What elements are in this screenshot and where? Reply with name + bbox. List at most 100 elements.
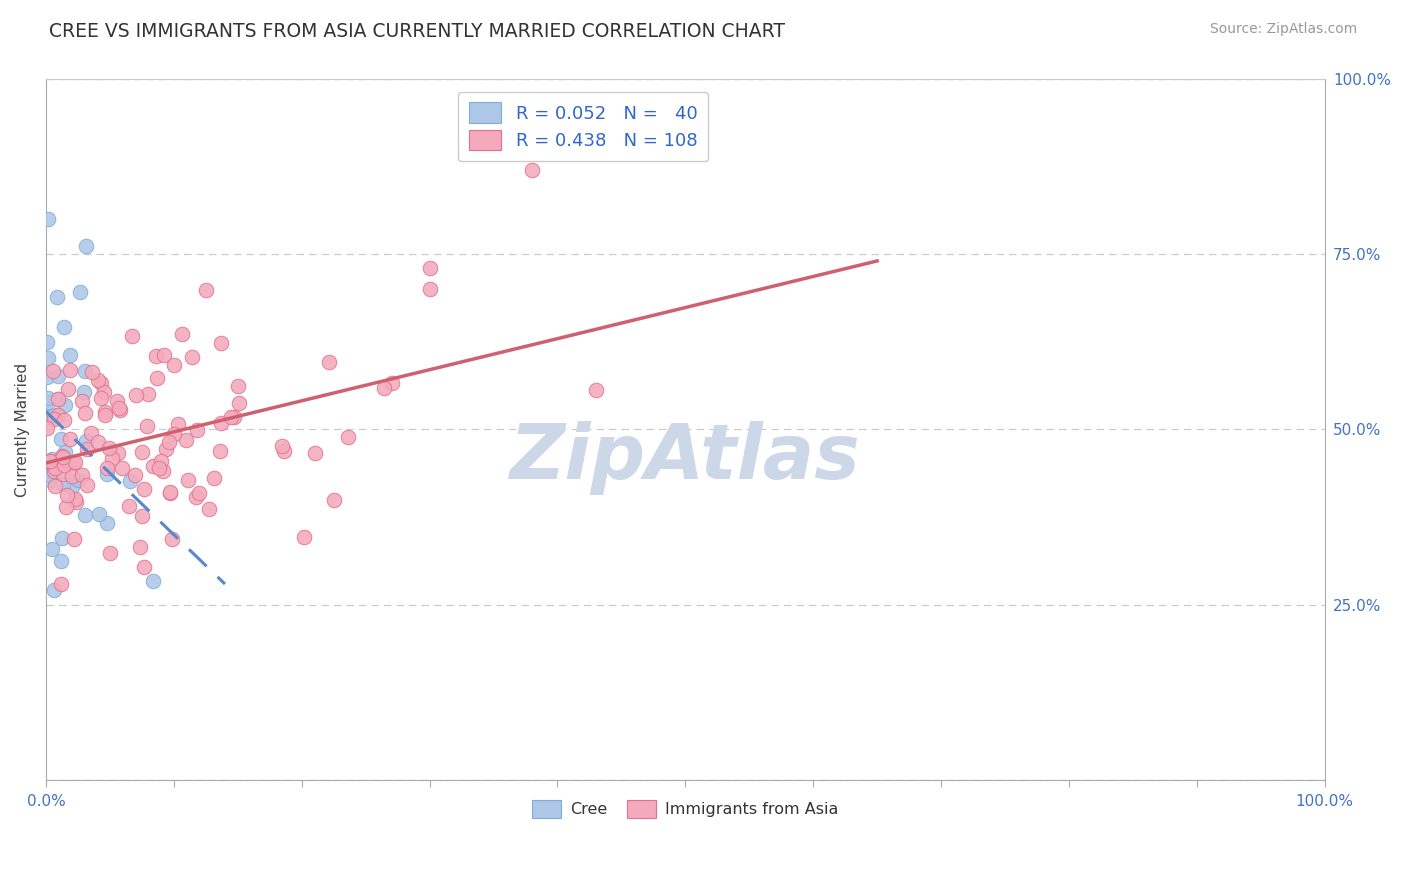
Y-axis label: Currently Married: Currently Married (15, 362, 30, 497)
Point (48, 392, 70, 407)
Point (520, 163, 543, 178)
Point (209, 416, 232, 430)
Point (142, 459, 165, 474)
Point (42, 408, 65, 422)
Point (163, 427, 186, 442)
Point (107, 446, 129, 460)
Point (124, 468, 146, 483)
Point (318, 354, 340, 368)
Point (381, 376, 404, 390)
Point (76, 478, 98, 492)
Point (52, 467, 75, 481)
Point (181, 350, 204, 364)
Point (373, 381, 395, 395)
Point (46, 408, 69, 422)
Point (166, 417, 188, 432)
Point (323, 493, 346, 508)
Point (46, 392, 69, 406)
Point (194, 283, 217, 297)
Point (111, 460, 134, 475)
Point (45, 290, 67, 304)
Point (131, 445, 153, 459)
Point (270, 439, 292, 453)
Point (155, 442, 177, 456)
Point (419, 261, 441, 276)
Point (226, 379, 249, 393)
Point (52, 455, 75, 469)
Point (87, 434, 110, 449)
Point (44, 478, 66, 492)
Point (209, 336, 232, 351)
Point (163, 359, 186, 373)
Point (49, 576, 72, 591)
Point (37, 420, 59, 434)
Text: CREE VS IMMIGRANTS FROM ASIA CURRENTLY MARRIED CORRELATION CHART: CREE VS IMMIGRANTS FROM ASIA CURRENTLY M… (49, 22, 785, 41)
Point (63, 532, 86, 546)
Point (51, 531, 73, 545)
Point (38, 454, 60, 468)
Point (51, 432, 73, 446)
Point (58, 457, 80, 471)
Point (202, 471, 225, 485)
Point (53, 458, 76, 472)
Point (52, 477, 75, 491)
Point (228, 395, 250, 409)
Point (90, 376, 112, 390)
Point (87, 507, 110, 521)
Point (56, 488, 79, 502)
Point (42, 583, 65, 598)
Point (152, 464, 174, 478)
Point (37, 463, 59, 477)
Point (41, 465, 63, 479)
Point (39, 467, 62, 482)
Point (98, 546, 121, 560)
Point (62, 456, 84, 470)
Point (37, 395, 59, 409)
Point (41, 452, 63, 467)
Point (37, 334, 59, 349)
Point (60, 469, 83, 483)
Point (44, 411, 66, 425)
Point (65, 495, 87, 509)
Text: ZipAtlas: ZipAtlas (510, 420, 860, 494)
Legend: Cree, Immigrants from Asia: Cree, Immigrants from Asia (526, 793, 845, 824)
Point (159, 486, 181, 500)
Point (90, 392, 112, 406)
Point (46, 368, 69, 383)
Point (136, 387, 159, 401)
Point (148, 461, 170, 475)
Point (177, 473, 200, 487)
Point (108, 401, 131, 416)
Point (160, 532, 183, 546)
Point (129, 541, 152, 555)
Point (51, 449, 73, 463)
Point (159, 485, 181, 500)
Point (59, 363, 82, 377)
Point (174, 434, 197, 448)
Point (53, 398, 76, 412)
Point (59, 348, 82, 362)
Point (110, 403, 132, 417)
Text: Source: ZipAtlas.com: Source: ZipAtlas.com (1209, 22, 1357, 37)
Point (93, 384, 115, 399)
Point (224, 409, 246, 424)
Point (585, 383, 607, 397)
Point (136, 419, 159, 434)
Point (208, 443, 231, 458)
Point (121, 329, 143, 343)
Point (132, 560, 155, 574)
Point (304, 446, 326, 460)
Point (75, 239, 97, 253)
Point (70, 467, 93, 482)
Point (157, 435, 180, 450)
Point (142, 574, 165, 589)
Point (65, 491, 87, 506)
Point (93, 409, 115, 423)
Point (336, 430, 359, 444)
Point (131, 509, 153, 524)
Point (37, 409, 59, 424)
Point (52, 413, 75, 427)
Point (145, 371, 167, 385)
Point (42, 364, 65, 378)
Point (56, 382, 79, 396)
